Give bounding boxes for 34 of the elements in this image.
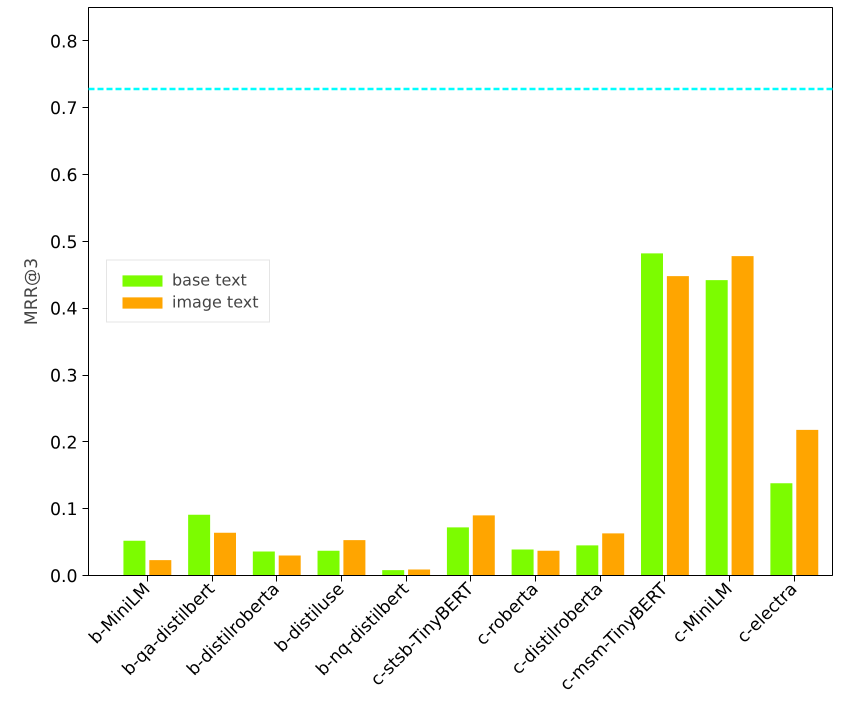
bar [512, 549, 534, 576]
y-tick-label: 0.3 [50, 366, 78, 387]
bar [343, 540, 366, 576]
bar [666, 276, 689, 576]
bar [214, 532, 236, 576]
bar [123, 540, 146, 576]
y-tick-label: 0.6 [50, 166, 78, 186]
y-tick-label: 0.4 [50, 300, 78, 320]
bar [641, 253, 663, 576]
y-tick-label: 0.0 [50, 567, 78, 587]
bar [318, 550, 340, 576]
bar [149, 560, 172, 576]
bar [472, 515, 495, 576]
y-axis-title: MRR@3 [22, 258, 42, 326]
bar [382, 570, 404, 576]
y-tick-label: 0.1 [50, 500, 78, 520]
y-tick-label: 0.5 [50, 232, 78, 253]
bar [252, 551, 275, 576]
bar [706, 280, 728, 576]
legend-label: image text [172, 292, 258, 312]
bar [446, 527, 469, 576]
legend-label: base text [172, 270, 247, 290]
y-tick-label: 0.8 [50, 32, 78, 52]
bar [408, 569, 430, 576]
bar [770, 483, 792, 576]
bar [278, 555, 301, 576]
bar [188, 514, 210, 576]
y-tick-label: 0.2 [50, 433, 78, 454]
bar [732, 256, 754, 576]
y-tick-label: 0.7 [50, 99, 78, 120]
bar [602, 533, 624, 576]
bar [576, 545, 598, 576]
bar [796, 430, 818, 576]
bar [537, 550, 560, 576]
